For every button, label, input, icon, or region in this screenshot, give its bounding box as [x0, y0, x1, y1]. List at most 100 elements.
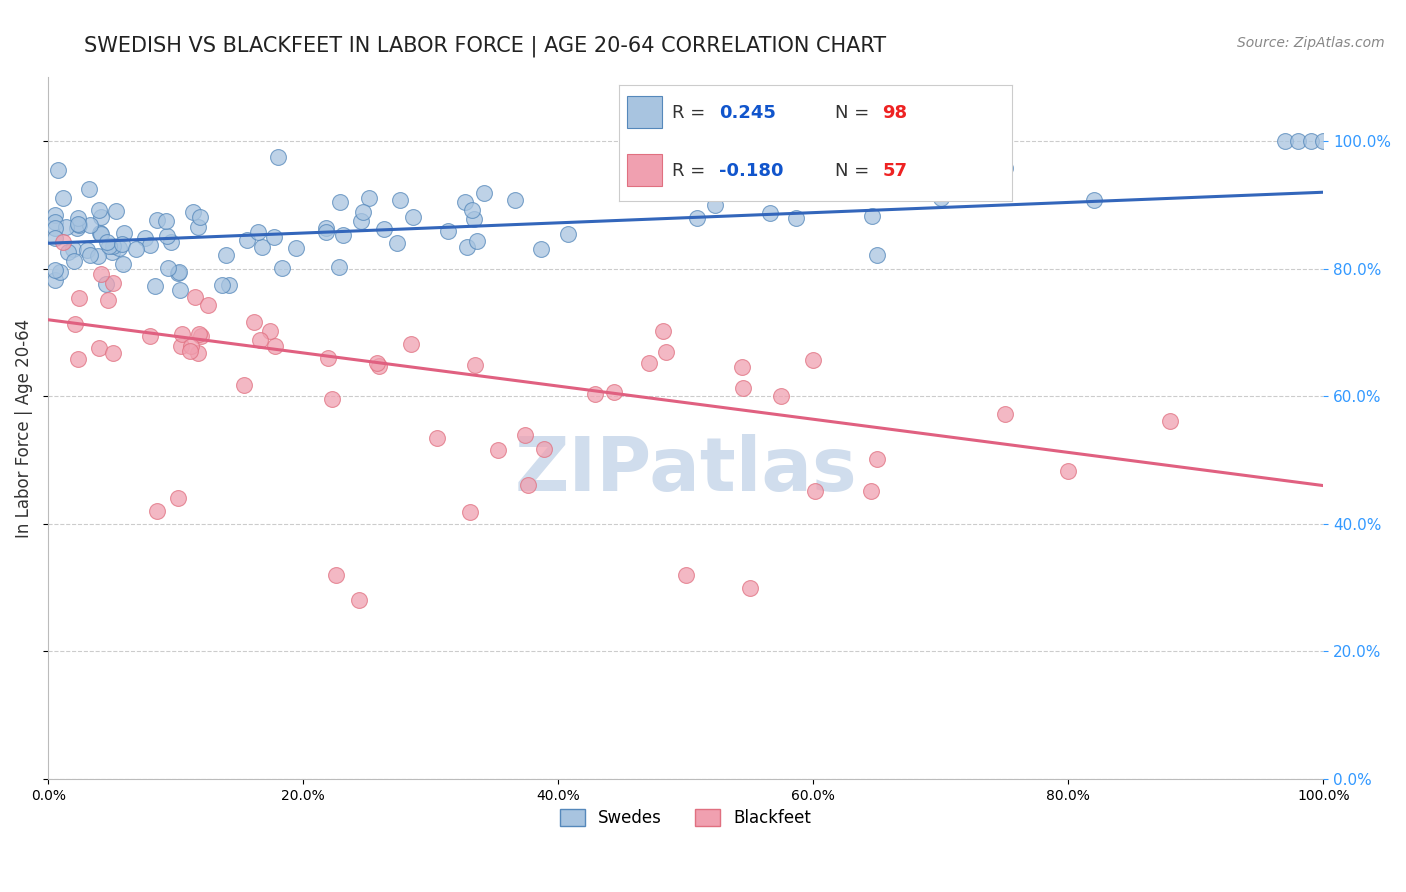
Y-axis label: In Labor Force | Age 20-64: In Labor Force | Age 20-64	[15, 318, 32, 538]
Point	[218, 277, 240, 292]
Point	[63, 254, 86, 268]
Point	[98, 239, 121, 253]
Point	[263, 230, 285, 244]
Point	[866, 452, 889, 467]
Point	[486, 442, 509, 457]
Point	[52, 191, 75, 205]
Point	[263, 339, 285, 353]
Point	[1057, 464, 1080, 478]
Point	[79, 248, 101, 262]
Point	[583, 386, 606, 401]
Point	[359, 191, 381, 205]
Point	[325, 567, 347, 582]
Point	[1299, 134, 1322, 148]
Point	[100, 245, 122, 260]
Point	[350, 213, 373, 227]
Point	[183, 204, 205, 219]
Point	[785, 211, 807, 225]
Point	[804, 484, 827, 499]
Point	[146, 504, 169, 518]
Point	[67, 291, 90, 305]
Point	[58, 244, 80, 259]
Point	[232, 377, 254, 392]
Text: ZIPatlas: ZIPatlas	[515, 434, 858, 507]
Point	[124, 242, 146, 256]
Point	[316, 351, 339, 366]
Text: -0.180: -0.180	[718, 161, 783, 179]
Point	[426, 431, 449, 445]
Point	[138, 238, 160, 252]
Point	[44, 262, 66, 277]
Point	[1274, 134, 1296, 148]
Point	[654, 344, 676, 359]
Point	[993, 161, 1015, 175]
Point	[738, 581, 761, 595]
Point	[437, 225, 460, 239]
Point	[101, 277, 124, 291]
Point	[187, 326, 209, 341]
Point	[801, 352, 824, 367]
Point	[1083, 193, 1105, 207]
Point	[352, 205, 374, 219]
Point	[67, 351, 90, 366]
Point	[67, 217, 90, 231]
Point	[134, 231, 156, 245]
Point	[87, 203, 110, 218]
Point	[243, 316, 266, 330]
Point	[180, 339, 202, 353]
Point	[458, 505, 481, 519]
Point	[929, 191, 952, 205]
Point	[329, 194, 352, 209]
Point	[859, 483, 882, 498]
Point	[332, 227, 354, 242]
Legend: Swedes, Blackfeet: Swedes, Blackfeet	[553, 802, 818, 834]
Text: 57: 57	[883, 161, 907, 179]
Point	[385, 235, 408, 250]
Point	[44, 220, 66, 235]
Point	[90, 268, 112, 282]
Point	[101, 238, 124, 252]
Point	[101, 346, 124, 360]
Point	[347, 593, 370, 607]
Text: N =: N =	[835, 103, 875, 121]
Point	[55, 220, 77, 235]
Point	[467, 234, 489, 248]
Point	[77, 182, 100, 196]
Point	[801, 185, 824, 199]
Text: 0.245: 0.245	[718, 103, 776, 121]
Point	[145, 279, 167, 293]
Point	[731, 359, 754, 374]
Point	[388, 193, 411, 207]
Text: Source: ZipAtlas.com: Source: ZipAtlas.com	[1237, 36, 1385, 50]
Point	[686, 211, 709, 225]
Point	[860, 209, 883, 223]
Point	[76, 243, 98, 257]
Point	[866, 248, 889, 262]
Point	[285, 241, 308, 255]
Point	[247, 225, 270, 239]
Point	[90, 227, 112, 242]
Point	[97, 293, 120, 307]
Point	[79, 219, 101, 233]
Point	[44, 231, 66, 245]
Point	[454, 194, 477, 209]
Point	[67, 218, 90, 232]
Point	[637, 356, 659, 370]
Point	[96, 235, 118, 250]
Point	[107, 241, 129, 255]
FancyBboxPatch shape	[627, 96, 662, 128]
Point	[759, 206, 782, 220]
Point	[166, 266, 188, 280]
Point	[146, 213, 169, 227]
Point	[156, 228, 179, 243]
Point	[603, 384, 626, 399]
Point	[733, 381, 755, 395]
Point	[167, 265, 190, 279]
Point	[215, 248, 238, 262]
Text: 98: 98	[883, 103, 907, 121]
Point	[111, 236, 134, 251]
Point	[1286, 134, 1309, 148]
Text: R =: R =	[672, 103, 711, 121]
Text: SWEDISH VS BLACKFEET IN LABOR FORCE | AGE 20-64 CORRELATION CHART: SWEDISH VS BLACKFEET IN LABOR FORCE | AG…	[84, 36, 887, 57]
Point	[321, 392, 343, 406]
